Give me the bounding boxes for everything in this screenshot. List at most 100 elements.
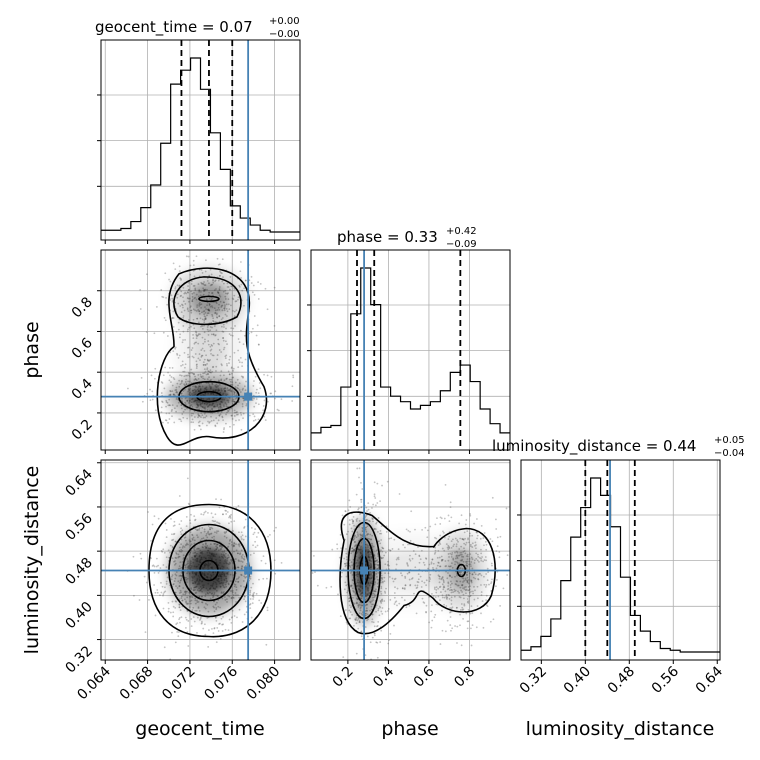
sample-point [257, 403, 260, 406]
sample-point [252, 544, 254, 547]
y-tick-label: 0.32 [62, 643, 95, 676]
sample-point [505, 507, 508, 510]
sample-point [495, 550, 498, 553]
sample-point [347, 589, 349, 592]
sample-point [252, 598, 254, 600]
sample-point [223, 427, 226, 429]
sample-point [490, 590, 493, 592]
sample-point [434, 596, 437, 598]
sample-point [372, 520, 374, 523]
sample-point [239, 411, 242, 414]
sample-point [215, 641, 218, 644]
sample-point [379, 600, 382, 603]
sample-point [191, 418, 194, 421]
sample-point [357, 627, 360, 630]
sample-point [396, 604, 398, 607]
sample-point [496, 536, 499, 539]
sample-point [225, 510, 228, 512]
sample-point [357, 507, 360, 509]
sample-point [434, 523, 437, 526]
sample-point [190, 625, 193, 628]
sample-point [153, 515, 156, 518]
sample-point [449, 624, 452, 626]
truth-marker [360, 566, 369, 575]
sample-point [487, 571, 490, 574]
sample-point [276, 408, 279, 411]
sample-point [189, 519, 191, 522]
sample-point [466, 627, 469, 630]
sample-point [164, 522, 167, 525]
sample-point [164, 542, 167, 545]
sample-point [207, 646, 210, 648]
sample-point [216, 521, 218, 524]
sample-point [193, 428, 196, 431]
sample-point [255, 391, 258, 394]
sample-point [345, 558, 348, 561]
x-tick-label: 0.56 [649, 663, 682, 696]
sample-point [157, 517, 160, 520]
sample-point [433, 552, 436, 555]
sample-point [250, 331, 253, 334]
sample-point [243, 525, 246, 528]
sample-point [224, 628, 227, 631]
sample-point [187, 502, 190, 505]
sample-point [154, 614, 157, 617]
sample-point [172, 325, 175, 328]
sample-point [145, 331, 148, 333]
sample-point [459, 624, 461, 627]
sample-point [365, 514, 368, 516]
sample-point [350, 527, 353, 530]
sample-point [374, 528, 377, 531]
sample-point [348, 600, 351, 602]
sample-point [172, 615, 175, 618]
sample-point [432, 595, 435, 598]
sample-point [377, 609, 380, 612]
sample-point [380, 525, 383, 528]
sample-point [470, 627, 472, 630]
sample-point [337, 593, 339, 596]
sample-point [393, 624, 395, 627]
sample-point [410, 510, 413, 513]
sample-point [471, 612, 474, 614]
sample-point [466, 620, 469, 623]
sample-point [439, 523, 442, 525]
sample-point [201, 422, 204, 425]
sample-point [233, 415, 236, 417]
sample-point [426, 536, 429, 539]
sample-point [344, 565, 347, 568]
sample-point [252, 533, 255, 536]
sample-point [173, 520, 176, 523]
sample-point [225, 513, 228, 515]
sample-point [214, 425, 217, 428]
sample-point [168, 278, 170, 281]
sample-point [167, 607, 170, 610]
sample-point [214, 616, 217, 619]
sample-point [378, 614, 381, 617]
sample-point [232, 530, 234, 532]
x-tick-label: 0.6 [411, 663, 438, 690]
sample-point [393, 603, 396, 605]
sample-point [169, 351, 172, 354]
sample-point [165, 405, 167, 408]
sample-point [258, 578, 260, 581]
sample-point [496, 579, 498, 581]
sample-point [421, 597, 424, 600]
sample-point [395, 600, 398, 603]
sample-point [264, 287, 267, 290]
sample-point [139, 289, 142, 291]
sample-point [340, 547, 343, 550]
sample-point [346, 591, 349, 594]
sample-point [200, 663, 202, 665]
sample-point [173, 378, 176, 381]
sample-point [168, 379, 171, 382]
sample-point [165, 580, 168, 583]
sample-point [435, 603, 438, 606]
sample-point [253, 397, 256, 400]
sample-point [382, 556, 385, 559]
sample-point [255, 334, 258, 337]
sample-point [409, 539, 412, 542]
sample-point [240, 413, 243, 416]
sample-point [140, 376, 143, 379]
sample-point [229, 425, 231, 428]
sample-point [203, 623, 206, 626]
